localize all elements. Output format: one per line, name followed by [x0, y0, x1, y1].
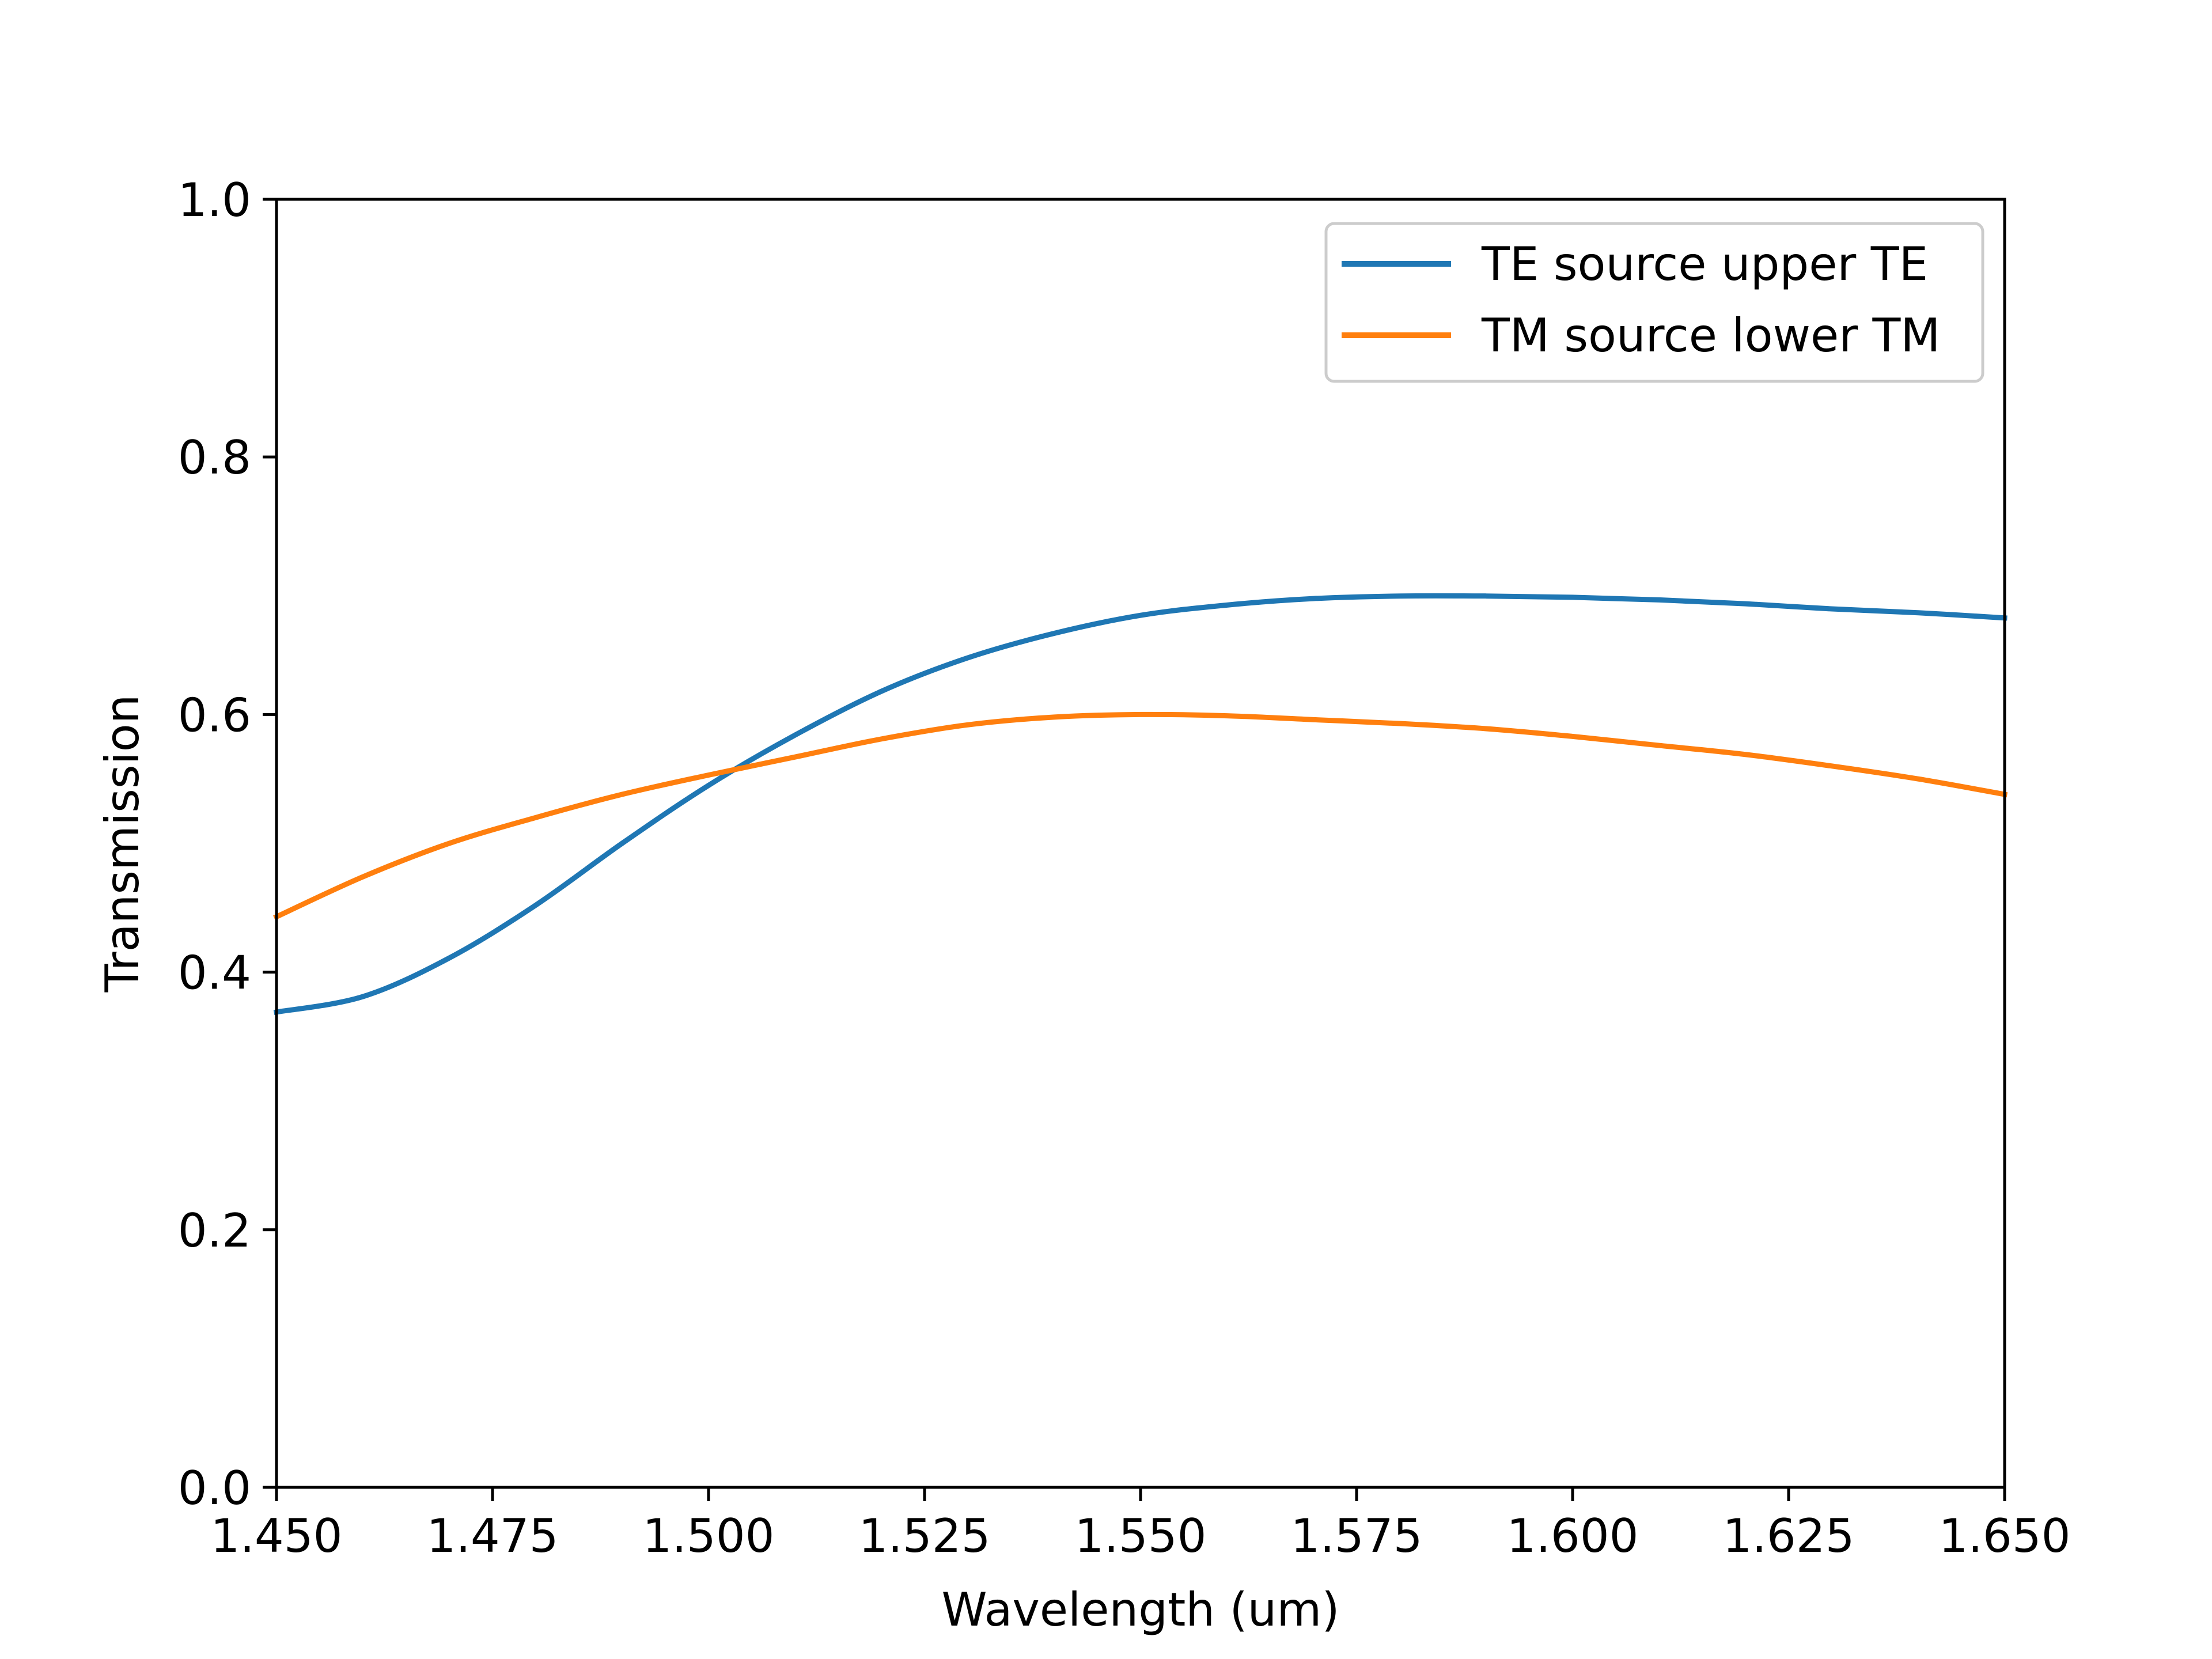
y-tick-label: 0.6: [178, 688, 251, 742]
x-axis: 1.450 1.475 1.500 1.525 1.550 1.575 1.600 1.625…: [210, 1487, 2071, 1563]
y-axis: 0.0 0.2 0.4 0.6 0.8 1.0: [178, 173, 276, 1515]
y-tick-label: 1.0: [178, 173, 251, 227]
x-tick-label: 1.650: [1938, 1509, 2070, 1563]
y-tick-label: 0.4: [178, 946, 251, 1000]
x-tick-label: 1.550: [1074, 1509, 1206, 1563]
y-axis-label: Transmission: [96, 695, 149, 993]
series-line-tm-source-lower-tm: [273, 711, 2008, 921]
series-layer: [273, 593, 2008, 1016]
x-tick-label: 1.575: [1290, 1509, 1422, 1563]
x-tick-label: 1.500: [642, 1509, 774, 1563]
legend-label-te-source-upper-te: TE source upper TE: [1481, 237, 1928, 291]
y-tick-label: 0.8: [178, 431, 251, 484]
x-tick-label: 1.625: [1722, 1509, 1854, 1563]
legend-box: [1324, 222, 1984, 383]
x-tick-label: 1.600: [1506, 1509, 1638, 1563]
y-tick-label: 0.0: [178, 1461, 251, 1515]
x-tick-label: 1.525: [858, 1509, 990, 1563]
legend-label-tm-source-lower-tm: TM source lower TM: [1481, 309, 1940, 362]
x-tick-label: 1.475: [426, 1509, 558, 1563]
y-tick-label: 0.2: [178, 1204, 251, 1257]
series-line-te-source-upper-te: [273, 593, 2008, 1016]
x-tick-label: 1.450: [210, 1509, 342, 1563]
legend: TE source upper TE TM source lower TM: [1324, 222, 1984, 383]
x-axis-label: Wavelength (um): [941, 1583, 1339, 1637]
